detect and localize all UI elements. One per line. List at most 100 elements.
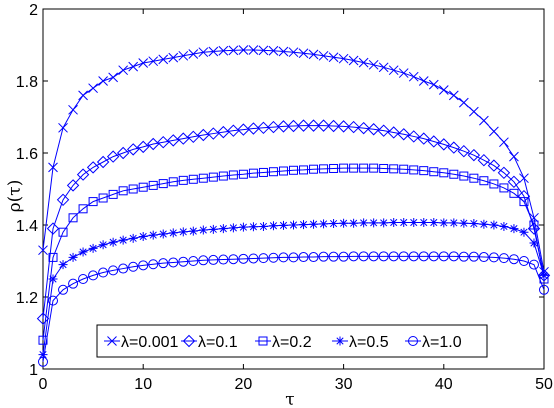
data-point: [138, 232, 148, 242]
data-point: [218, 45, 229, 56]
data-point: [268, 252, 279, 263]
data-point: [479, 115, 489, 126]
data-point: [248, 45, 259, 55]
data-point: [238, 253, 249, 264]
legend-label: λ=0.1: [198, 334, 238, 351]
data-point: [188, 49, 199, 59]
x-tick-label: 40: [435, 376, 453, 393]
data-point: [448, 251, 459, 262]
data-point: [417, 132, 430, 145]
data-point: [289, 220, 298, 230]
data-point: [98, 76, 108, 86]
data-point: [247, 122, 260, 135]
data-point: [489, 179, 499, 189]
data-point: [198, 255, 209, 266]
data-point: [509, 224, 519, 234]
data-point: [228, 223, 238, 233]
data-point: [78, 247, 88, 257]
data-point: [337, 120, 350, 133]
data-point: [108, 72, 118, 83]
data-point: [477, 153, 491, 167]
data-point: [387, 126, 400, 139]
data-point: [389, 164, 399, 174]
data-point: [358, 251, 369, 262]
x-tick-label: 50: [535, 376, 553, 393]
data-point: [148, 259, 159, 270]
legend-marker: [408, 336, 418, 346]
data-point: [118, 235, 128, 245]
legend-label: λ=0.2: [272, 334, 312, 351]
data-point: [438, 85, 449, 95]
data-point: [497, 166, 511, 180]
data-point: [208, 254, 219, 265]
data-point: [68, 213, 78, 223]
data-point: [288, 252, 299, 263]
data-point: [409, 165, 419, 175]
data-point: [378, 251, 389, 262]
data-point: [58, 227, 68, 237]
data-point: [78, 274, 89, 284]
data-point: [368, 59, 379, 70]
data-point: [428, 251, 439, 262]
data-point: [369, 218, 379, 228]
series-1: [36, 119, 551, 325]
data-point: [489, 126, 499, 137]
data-point: [147, 137, 160, 151]
data-point: [319, 164, 329, 174]
data-point: [528, 259, 539, 270]
data-point: [257, 121, 270, 135]
data-point: [48, 252, 58, 262]
data-point: [479, 219, 489, 229]
data-point: [349, 218, 359, 228]
data-point: [136, 140, 150, 154]
y-axis-label: ρ(τ): [5, 180, 25, 213]
data-point: [98, 193, 108, 203]
data-point: [438, 251, 449, 262]
data-point: [278, 220, 288, 230]
data-point: [38, 350, 48, 360]
data-point: [529, 220, 539, 230]
data-point: [88, 83, 98, 94]
data-point: [208, 224, 218, 234]
data-point: [479, 176, 489, 186]
data-point: [377, 124, 390, 137]
series-3: [38, 217, 549, 360]
data-point: [288, 47, 299, 58]
data-point: [178, 175, 188, 185]
data-point: [98, 240, 108, 250]
axis-ticks: 0 10 20 30 40 50 1 1.2 1.4 1.6 1.8 2: [16, 2, 553, 393]
data-point: [339, 163, 349, 173]
data-point: [338, 53, 349, 64]
data-point: [78, 204, 88, 214]
data-point: [116, 146, 130, 160]
data-point: [418, 251, 429, 262]
data-point: [158, 179, 168, 189]
series-layer: [36, 45, 551, 367]
data-point: [168, 257, 179, 268]
data-point: [148, 230, 158, 240]
data-point: [499, 183, 509, 193]
y-tick-label: 1.4: [16, 218, 38, 235]
data-point: [468, 251, 479, 262]
data-point: [277, 120, 290, 133]
data-point: [398, 251, 409, 262]
data-point: [268, 221, 278, 231]
series-line: [42, 255, 545, 362]
legend-marker: [335, 336, 345, 346]
data-point: [138, 260, 149, 271]
data-point: [248, 253, 259, 264]
data-point: [419, 166, 429, 176]
data-point: [469, 219, 479, 229]
data-point: [68, 252, 78, 262]
data-point: [228, 254, 239, 265]
y-tick-label: 2: [29, 2, 38, 19]
data-point: [278, 166, 288, 176]
series-line: [42, 125, 545, 319]
data-point: [278, 252, 289, 263]
data-point: [458, 251, 469, 262]
legend: λ=0.001 λ=0.1 λ=0.2 λ=0.5 λ=1.0: [96, 324, 488, 358]
data-point: [128, 61, 139, 72]
series-2: [38, 163, 549, 345]
